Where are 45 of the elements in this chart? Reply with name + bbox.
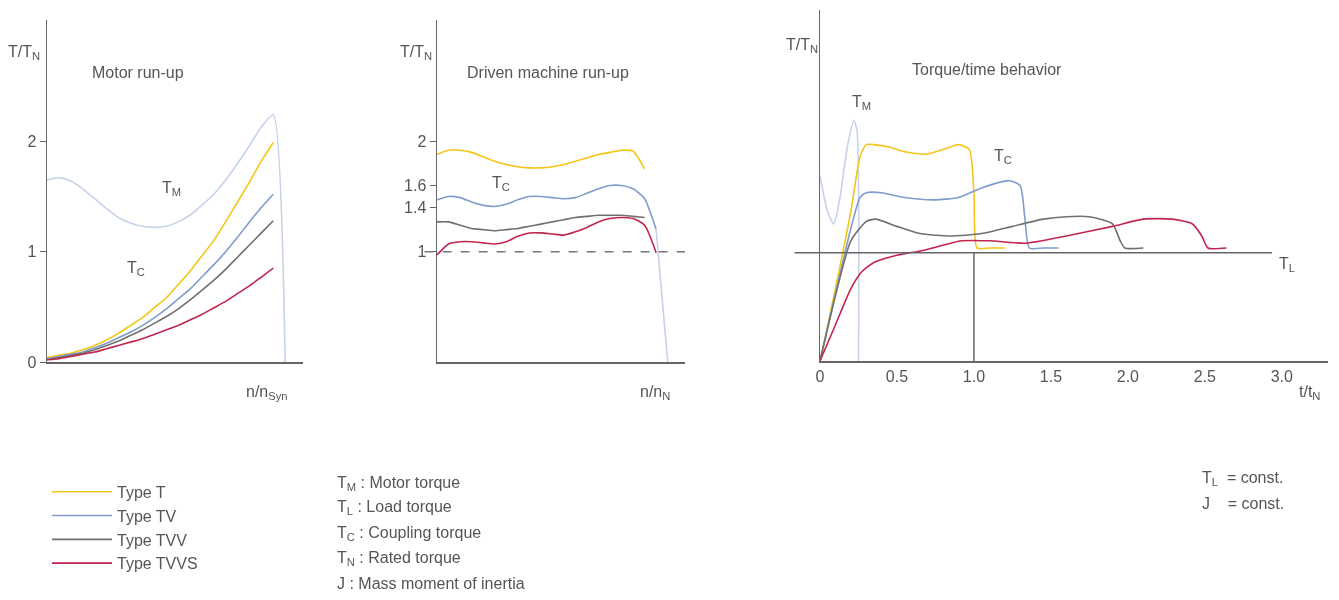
y-tick-label: 0 <box>27 353 37 371</box>
text: T$_{C}$ : Coupling torque <box>337 524 482 544</box>
text: Driven machine run-up <box>467 64 629 81</box>
x-tick-label: 3.0 <box>1270 367 1294 385</box>
annotation: T$_{C}$ <box>127 259 145 279</box>
annotation: T$_{M}$ <box>162 179 182 199</box>
y-tick-label: 2 <box>417 132 427 150</box>
y-tick-label: 1.6 <box>404 177 427 195</box>
text: T$_{M}$ : Motor torque <box>337 474 461 494</box>
chart-title: Torque/time behavior <box>912 61 1063 78</box>
x-tick-label: 0.5 <box>885 367 909 385</box>
x-tick-label: 2.0 <box>1116 367 1140 385</box>
y-tick-label: 1 <box>417 243 427 261</box>
line-series <box>47 114 286 362</box>
x-tick-label: 1.5 <box>1039 367 1063 385</box>
legend-label: Type TVVS <box>117 555 198 573</box>
x-axis-title: n/n$_{N}$ <box>640 383 671 403</box>
line-series <box>47 141 275 359</box>
line-series <box>437 216 657 256</box>
y-axis-title: T/T$_{N}$ <box>786 36 819 56</box>
y-tick-label: 1 <box>27 243 37 261</box>
ref-line-label: T$_{L}$ <box>1279 255 1296 275</box>
y-tick-label: 1.4 <box>404 199 427 217</box>
text: J = const. <box>1202 495 1285 512</box>
text: T$_{N}$ : Rated torque <box>337 549 461 569</box>
x-tick-label: 1.0 <box>962 367 986 385</box>
y-axis-title: T/T$_{N}$ <box>8 43 41 63</box>
line-series <box>47 219 275 361</box>
x-axis-title: t/t$_{N}$ <box>1299 383 1321 403</box>
legend-label: Type TVV <box>117 531 188 549</box>
legend-label: Type T <box>117 484 166 501</box>
y-axis-title: T/T$_{N}$ <box>400 43 433 63</box>
text: J : Mass moment of inertia <box>337 575 525 592</box>
x-tick-label: 2.5 <box>1193 367 1217 385</box>
text: T$_{L}$ = const. <box>1202 469 1284 489</box>
text: T$_{M}$ <box>852 93 872 113</box>
line-series <box>437 149 646 170</box>
annotation: T$_{C}$ <box>492 174 510 194</box>
text: T$_{L}$ : Load torque <box>337 498 452 518</box>
y-tick-label: 2 <box>27 132 37 150</box>
x-tick-label: 0 <box>815 367 825 385</box>
x-axis-title: n/n$_{Syn}$ <box>246 383 288 403</box>
legend-label: Type TV <box>117 507 177 525</box>
text: Motor run-up <box>92 64 184 81</box>
annotation: T$_{C}$ <box>994 147 1012 167</box>
